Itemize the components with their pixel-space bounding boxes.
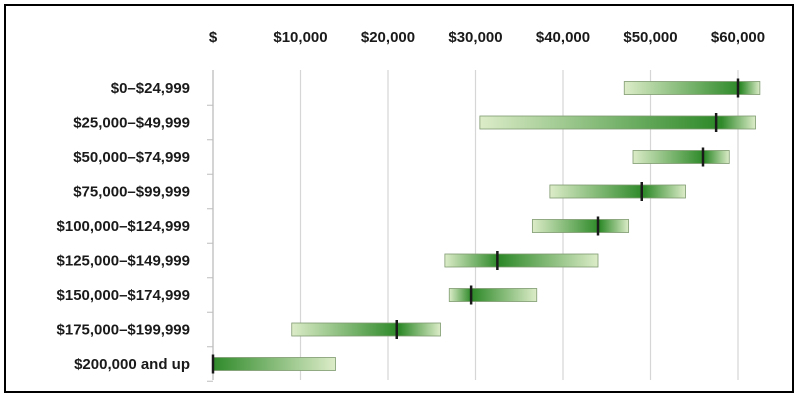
x-tick-label: $50,000 [623,29,677,46]
category-label: $0–$24,999 [111,80,190,97]
range-bar [448,288,538,302]
x-tick-label: $ [209,29,218,46]
category-label: $150,000–$174,999 [57,287,190,304]
category-label: $200,000 and up [74,356,190,373]
range-bar [444,253,599,268]
category-label: $100,000–$124,999 [57,218,190,235]
category-label: $25,000–$49,999 [73,115,190,132]
range-bar [531,219,630,233]
x-tick-label: $60,000 [711,29,765,46]
range-bar [212,357,336,371]
x-tick-label: $20,000 [361,29,415,46]
x-tick-label: $40,000 [536,29,590,46]
category-label: $125,000–$149,999 [57,253,190,270]
category-label: $50,000–$74,999 [73,149,190,166]
x-tick-label: $30,000 [448,29,502,46]
category-label: $175,000–$199,999 [57,322,190,339]
y-axis: $0–$24,999 $25,000–$49,999 $50,000–$74,999… [57,80,190,373]
range-bar [291,322,441,337]
bars-layer [211,78,761,374]
x-tick-label: $10,000 [273,29,327,46]
range-bar [632,150,730,164]
range-bar [623,81,761,95]
category-label: $75,000–$99,999 [73,184,190,201]
range-bar [549,184,686,199]
range-bar [479,115,756,130]
x-axis: $ $10,000 $20,000 $30,000 $40,000 $50,000 $60,… [209,29,765,46]
